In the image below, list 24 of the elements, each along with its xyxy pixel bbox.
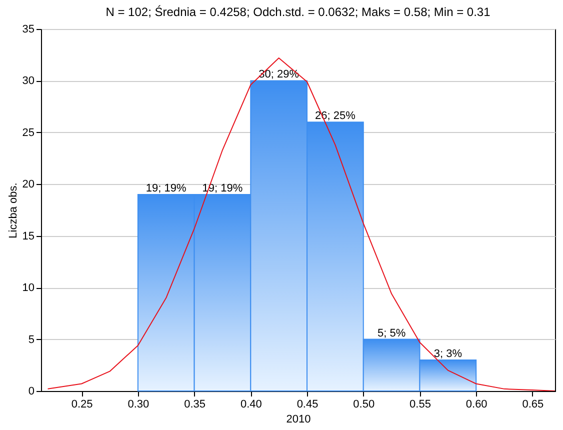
y-tick-label: 25: [22, 126, 34, 139]
y-tick-label: 5: [28, 334, 34, 346]
data-label: 19; 19%: [146, 182, 187, 194]
x-tick-label: 0.25: [71, 398, 93, 410]
x-tick-label: 0.40: [240, 398, 262, 410]
data-label: 5; 5%: [377, 327, 406, 340]
x-axis-title: 2010: [286, 414, 311, 426]
y-tick-label: 10: [22, 282, 34, 294]
line-series: [47, 57, 555, 391]
data-label: 3; 3%: [434, 348, 462, 360]
x-tick-label: 0.45: [296, 398, 318, 410]
y-tick-label: 30: [22, 75, 34, 88]
x-tick-label: 0.60: [466, 398, 488, 410]
y-tick-label: 35: [22, 24, 34, 36]
y-tick-label: 0: [28, 386, 34, 398]
x-tick-label: 0.50: [353, 398, 375, 410]
chart-title: N = 102; Średnia = 0.4258; Odch.std. = 0.0632; Maks = 0.58; Min = 0.31: [106, 5, 491, 19]
x-tick-label: 0.65: [522, 398, 544, 410]
y-axis-title: Liczba obs.: [7, 182, 20, 238]
y-tick-label: 20: [22, 178, 34, 191]
x-tick-label: 0.35: [184, 398, 206, 410]
x-tick-label: 0.30: [128, 398, 150, 410]
x-tick-label: 0.55: [410, 398, 431, 410]
y-tick-label: 15: [22, 230, 34, 242]
